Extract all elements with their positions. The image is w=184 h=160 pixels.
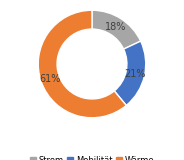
Wedge shape — [92, 10, 141, 49]
Text: 61%: 61% — [40, 74, 61, 84]
Wedge shape — [114, 41, 146, 105]
Wedge shape — [38, 10, 126, 118]
Text: 21%: 21% — [125, 69, 146, 79]
Legend: Strom, Mobilität, Wärme: Strom, Mobilität, Wärme — [30, 156, 154, 160]
Text: 18%: 18% — [105, 22, 126, 32]
